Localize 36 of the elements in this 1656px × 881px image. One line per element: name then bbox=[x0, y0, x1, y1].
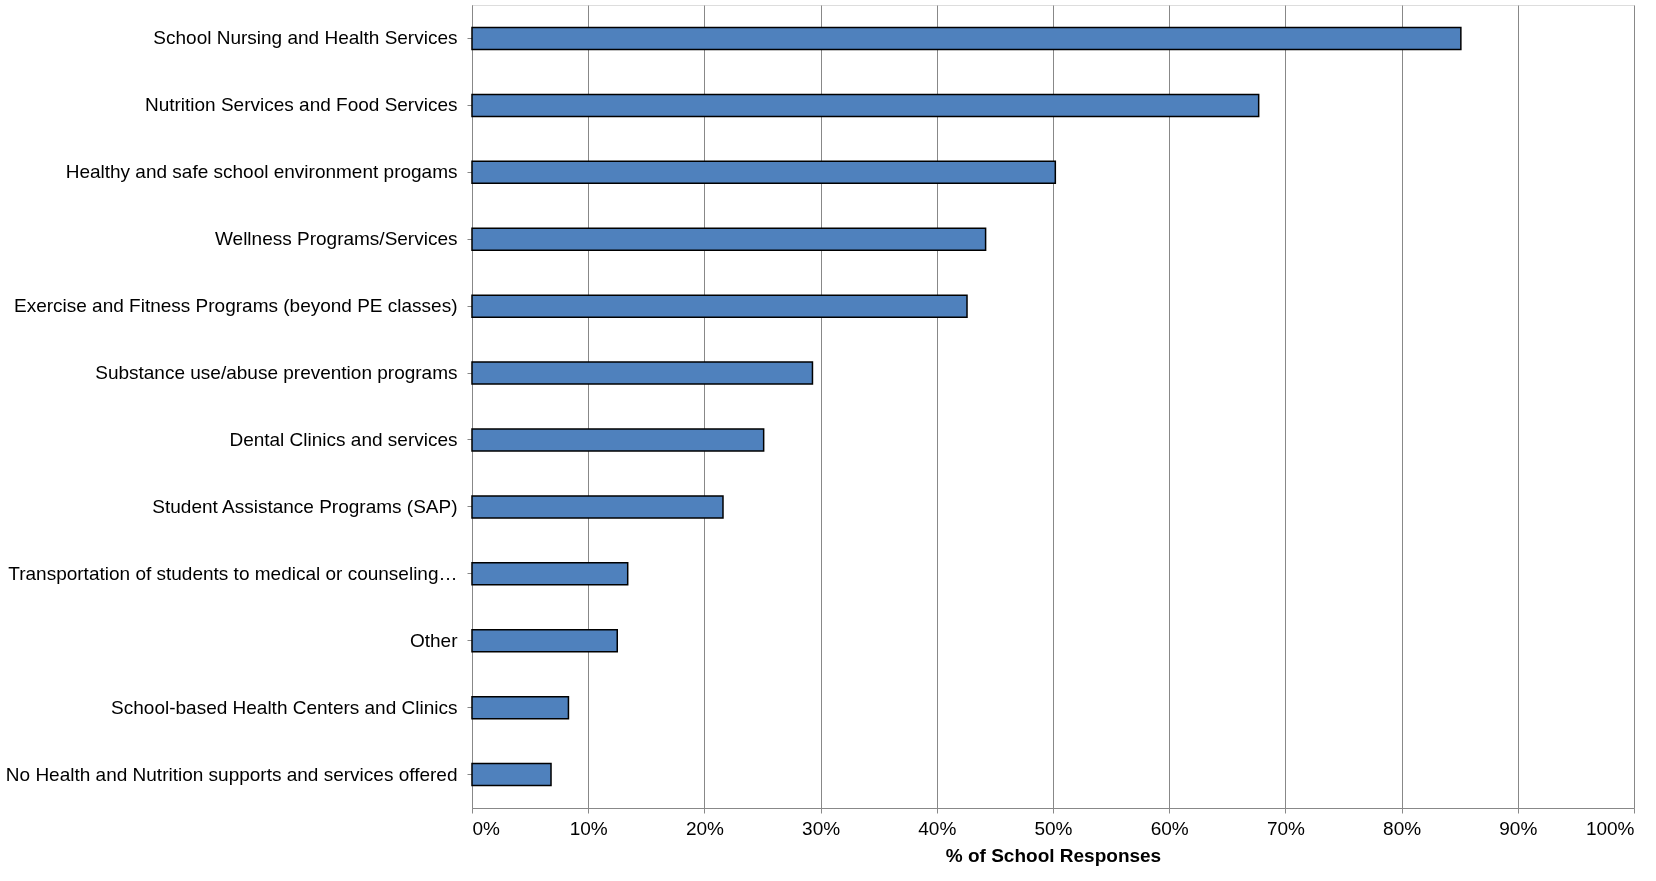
x-tick-label: 20% bbox=[685, 817, 725, 839]
y-tick-label: Other bbox=[409, 629, 459, 651]
y-tick-label: Substance use/abuse prevention programs bbox=[95, 362, 458, 384]
y-tick-label: Healthy and safe school environment progams bbox=[65, 161, 458, 183]
x-tick-label: 10% bbox=[569, 817, 608, 839]
bar bbox=[471, 762, 552, 787]
y-tick-label: School Nursing and Health Services bbox=[153, 27, 458, 49]
bar bbox=[471, 93, 1260, 118]
bar bbox=[471, 227, 987, 251]
y-tick-label: Transportation of students to medical or counseling… bbox=[8, 562, 458, 584]
bar bbox=[471, 495, 724, 519]
x-tick-label: 50% bbox=[1034, 817, 1073, 839]
y-tick-label: Dental Clinics and services bbox=[229, 428, 458, 450]
x-tick-label: 100% bbox=[1585, 817, 1635, 839]
x-axis-title: % of School Responses bbox=[945, 844, 1162, 866]
bar bbox=[471, 26, 1462, 51]
bar bbox=[471, 628, 618, 653]
y-tick-label: School-based Health Centers and Clinics bbox=[111, 696, 458, 718]
y-tick-label: Wellness Programs/Services bbox=[214, 228, 458, 250]
bar bbox=[471, 428, 765, 452]
y-tick-label: Student Assistance Programs (SAP) bbox=[152, 495, 458, 517]
bar bbox=[471, 562, 629, 586]
x-tick-label: 90% bbox=[1499, 817, 1538, 839]
x-tick-label: 60% bbox=[1150, 817, 1189, 839]
x-tick-label: 40% bbox=[918, 817, 957, 839]
x-tick-label: 30% bbox=[802, 817, 841, 839]
y-tick-label: Exercise and Fitness Programs (beyond PE classes) bbox=[13, 295, 458, 317]
x-tick-label: 0% bbox=[472, 817, 501, 839]
y-tick-label: Nutrition Services and Food Services bbox=[144, 94, 458, 116]
bar bbox=[471, 695, 570, 720]
bar bbox=[471, 294, 968, 318]
x-tick-label: 80% bbox=[1383, 817, 1422, 839]
bar bbox=[471, 361, 814, 385]
y-tick-label: No Health and Nutrition supports and services offered bbox=[5, 763, 458, 785]
bar bbox=[471, 160, 1057, 185]
x-tick-label: 70% bbox=[1266, 817, 1306, 839]
